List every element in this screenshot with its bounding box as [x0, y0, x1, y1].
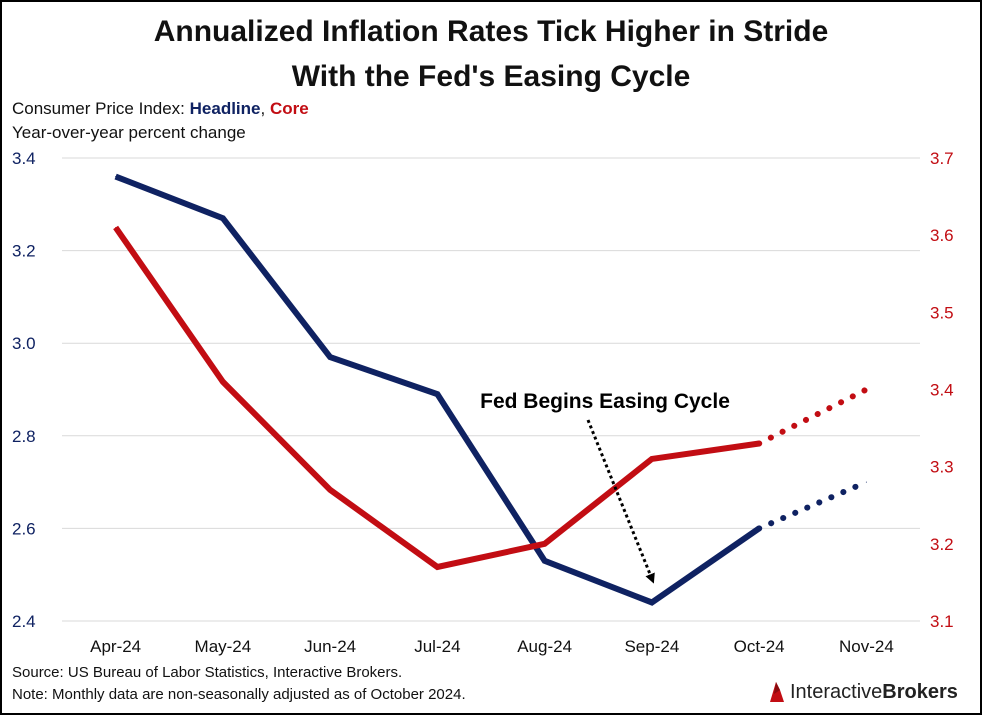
left-axis-tick-label: 3.2: [12, 242, 36, 261]
headline-data-point: [329, 356, 331, 358]
brand-logo-text-brokers: Brokers: [882, 680, 958, 703]
core-data-point: [544, 543, 546, 545]
right-axis-tick-label: 3.4: [930, 381, 954, 400]
chart-units-label: Year-over-year percent change: [12, 123, 246, 142]
right-axis-tick-label: 3.1: [930, 612, 954, 631]
left-axis-tick-label: 2.8: [12, 427, 36, 446]
right-axis-tick-label: 3.3: [930, 458, 954, 477]
brand-logo: Interactive Brokers: [768, 680, 958, 704]
brand-logo-text-interactive: Interactive: [790, 680, 883, 703]
right-axis: 3.1 3.2 3.3 3.4 3.5 3.6 3.7: [930, 149, 954, 631]
right-axis-tick-label: 3.6: [930, 226, 954, 245]
core-data-point: [865, 389, 867, 390]
left-axis-tick-label: 2.4: [12, 612, 36, 631]
headline-data-point: [436, 393, 438, 395]
chart-title-line-1: Annualized Inflation Rates Tick Higher i…: [153, 15, 829, 48]
core-data-point: [436, 566, 438, 568]
annotation-label: Fed Begins Easing Cycle: [480, 390, 730, 413]
x-axis-tick-label: Jun-24: [304, 637, 356, 656]
headline-data-point: [115, 176, 117, 178]
chart-title-line-2: With the Fed's Easing Cycle: [291, 60, 691, 93]
right-axis-tick-label: 3.2: [930, 535, 954, 554]
left-axis-tick-label: 2.6: [12, 519, 36, 538]
x-axis-tick-label: Apr-24: [90, 637, 141, 656]
headline-data-point: [651, 601, 653, 603]
x-axis-tick-label: Aug-24: [517, 637, 572, 656]
brand-logo-icon: [770, 682, 784, 702]
headline-projected-line: [756, 479, 870, 532]
chart-subtitle: Consumer Price Index: Headline, Core: [12, 99, 309, 119]
right-axis-tick-label: 3.5: [930, 303, 954, 322]
x-axis-tick-label: Oct-24: [734, 637, 785, 656]
core-data-point: [329, 489, 331, 491]
headline-data-point: [222, 217, 224, 219]
core-data-point: [115, 226, 117, 228]
core-data-point: [758, 443, 760, 445]
annotation-arrow: [586, 419, 655, 584]
x-axis-tick-label: Sep-24: [624, 637, 679, 656]
subtitle-headline-label: Headline: [189, 99, 261, 118]
left-axis-tick-label: 3.0: [12, 334, 36, 353]
x-axis-tick-label: May-24: [195, 637, 252, 656]
headline-data-point: [758, 527, 760, 529]
left-axis: 2.4 2.6 2.8 3.0 3.2 3.4: [12, 149, 36, 631]
x-axis: Apr-24 May-24 Jun-24 Jul-24 Aug-24 Sep-24 Oct-…: [90, 637, 894, 656]
data-note: Note: Monthly data are non-seasonally ad…: [12, 686, 466, 703]
source-note: Source: US Bureau of Labor Statistics, I…: [12, 664, 403, 681]
x-axis-tick-label: Nov-24: [839, 637, 894, 656]
series-lines: [113, 173, 870, 606]
subtitle-separator: ,: [260, 99, 270, 118]
left-axis-tick-label: 3.4: [12, 149, 36, 168]
headline-data-point: [865, 481, 867, 483]
core-data-point: [651, 458, 653, 460]
x-axis-tick-label: Jul-24: [414, 637, 460, 656]
subtitle-core-label: Core: [269, 99, 309, 118]
right-axis-tick-label: 3.7: [930, 149, 954, 168]
gridlines: [62, 157, 920, 622]
core-data-point: [222, 381, 224, 383]
headline-data-point: [544, 560, 546, 562]
annotation: Fed Begins Easing Cycle: [480, 390, 730, 584]
subtitle-prefix: Consumer Price Index:: [12, 99, 190, 118]
